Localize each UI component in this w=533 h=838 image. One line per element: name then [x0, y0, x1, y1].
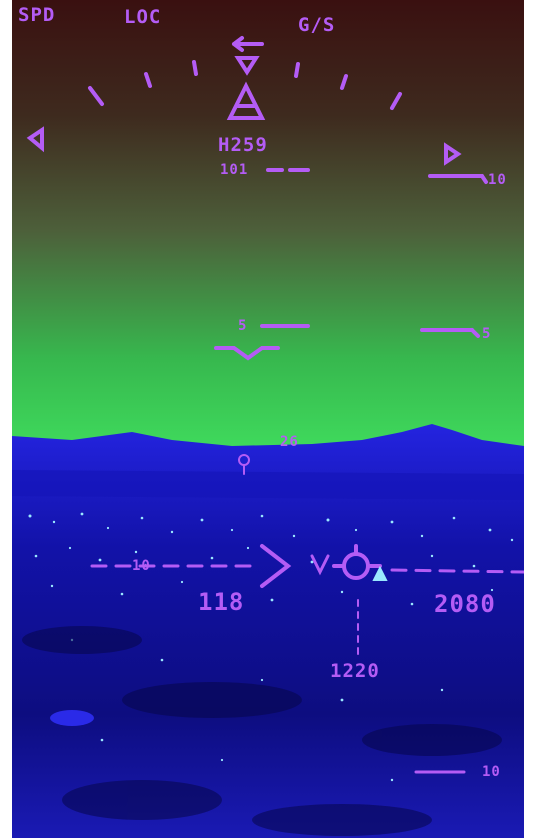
horizon-heading-label: 26 — [280, 434, 299, 450]
glideslope-label: 10 — [132, 558, 151, 574]
bottom-scale-label: 10 — [482, 764, 501, 780]
speed-mode-annunciator: SPD — [18, 4, 56, 26]
altitude-readout: 2080 — [434, 590, 496, 618]
right-caret-icon — [444, 142, 462, 166]
bank-tick — [88, 86, 104, 106]
speed-bracket-icon — [260, 544, 292, 588]
flight-director-icon — [310, 554, 330, 576]
city-lights — [28, 512, 514, 782]
bank-tick — [390, 92, 402, 110]
left-caret-icon — [26, 126, 44, 153]
lateral-mode-annunciator: LOC — [124, 6, 162, 28]
runway-marker-icon — [372, 565, 388, 581]
pitch-label-lower-left: 5 — [238, 318, 248, 334]
hud-photo: SPD LOC G/S H259 101 10 5 5 26 10 118 20… — [12, 0, 524, 838]
valley-band — [12, 470, 524, 500]
bank-tick — [144, 72, 152, 88]
radio-altitude-readout: 1220 — [330, 660, 380, 682]
turn-arrow-icon — [232, 36, 264, 52]
heading-scale-value: 101 — [220, 162, 249, 178]
airspeed-readout: 118 — [198, 588, 245, 616]
acceleration-caret — [214, 346, 280, 361]
selected-heading: H259 — [218, 134, 268, 156]
lit-field — [50, 710, 94, 726]
bank-tick — [192, 60, 198, 76]
bank-tick — [294, 62, 300, 78]
bank-pointer-icon — [234, 56, 260, 76]
vertical-mode-annunciator: G/S — [298, 14, 336, 36]
roll-index-icon — [226, 81, 266, 120]
pitch-label-upper-right: 10 — [488, 172, 507, 188]
bank-tick — [340, 74, 348, 90]
ground-texture — [22, 626, 502, 836]
sky — [12, 0, 524, 460]
night-scene — [12, 0, 524, 838]
hud-symbology — [26, 36, 524, 774]
pitch-label-lower-right: 5 — [482, 326, 492, 342]
